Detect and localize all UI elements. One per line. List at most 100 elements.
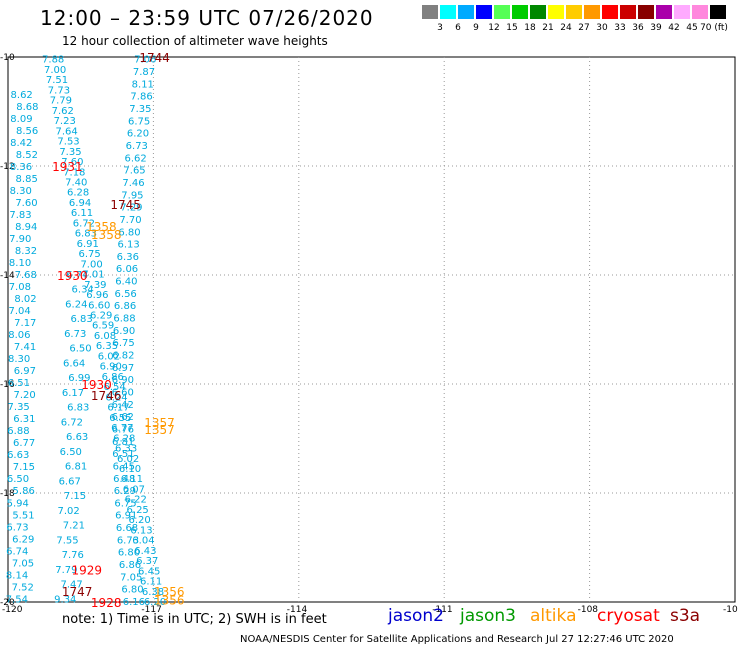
wave-height-value: 6.08 — [94, 331, 116, 342]
scale-label: 45 — [686, 23, 698, 33]
wave-height-value: 6.59 — [92, 321, 114, 332]
wave-height-value: 6.73 — [126, 141, 148, 152]
wave-height-value: 6.29 — [90, 311, 112, 322]
wave-height-value: 5.94 — [7, 498, 29, 509]
wave-height-value: 7.02 — [57, 506, 79, 517]
scale-swatch — [440, 5, 456, 19]
scale-label: 70 (ft) — [700, 23, 728, 33]
wave-height-value: 6.73 — [64, 329, 86, 340]
wave-height-value: 7.00 — [44, 65, 66, 76]
wave-height-value: 7.88 — [42, 55, 64, 66]
wave-height-value: 6.83 — [70, 314, 92, 325]
wave-height-value: 6.91 — [115, 511, 137, 522]
wave-height-value: 6.17 — [62, 388, 84, 399]
scale-label: 24 — [560, 23, 572, 33]
wave-height-value: 8.52 — [16, 150, 38, 161]
wave-height-value: 6.80 — [121, 585, 143, 596]
wave-height-value: 6.22 — [125, 495, 147, 506]
wave-height-value: 6.77 — [111, 423, 133, 434]
wave-height-value: 6.31 — [13, 414, 35, 425]
wave-height-value: 6.11 — [121, 474, 143, 485]
scale-label: 21 — [542, 23, 554, 33]
wave-height-value: 7.62 — [52, 106, 74, 117]
wave-height-value: 8.56 — [16, 126, 38, 137]
wave-height-value: 6.60 — [88, 300, 110, 311]
wave-height-value: 7.06 — [134, 55, 156, 66]
wave-height-value: 6.50 — [7, 474, 29, 485]
wave-height-value: 8.11 — [132, 79, 154, 90]
pass-time-label: 1928 — [91, 596, 122, 610]
pass-time-label: 1929 — [72, 563, 103, 577]
wave-height-value: 6.99 — [68, 373, 90, 384]
lon-tick-label: -114 — [287, 605, 308, 615]
lon-tick-label: -111 — [432, 605, 452, 615]
scale-label: 39 — [650, 23, 662, 33]
wave-height-value: 6.10 — [119, 464, 141, 475]
wave-height-value: 6.54 — [103, 382, 125, 393]
wave-height-value: 8.85 — [16, 174, 38, 185]
wave-height-value: 6.48 — [113, 474, 135, 485]
wave-height-value: 6.29 — [114, 486, 136, 497]
wave-height-value: 7.51 — [46, 75, 68, 86]
wave-height-value: 6.74 — [66, 270, 88, 281]
wave-height-value: 7.00 — [80, 259, 102, 270]
scale-label: 9 — [473, 23, 479, 33]
pass-time-label: 1744 — [139, 51, 170, 65]
wave-height-value: 6.20 — [128, 515, 150, 526]
wave-height-value: 6.81 — [65, 462, 87, 473]
wave-height-value: 6.97 — [112, 363, 134, 374]
wave-height-value: 8.06 — [8, 330, 30, 341]
wave-height-value: 7.21 — [63, 521, 85, 532]
pass-time-label: 1931 — [52, 160, 83, 174]
wave-height-value: 8.10 — [9, 258, 31, 269]
wave-height-value: 7.90 — [9, 234, 31, 245]
wave-height-value: 8.42 — [10, 138, 32, 149]
wave-height-value: 8.36 — [10, 162, 32, 173]
wave-height-value: 7.76 — [62, 550, 84, 561]
wave-height-value: 7.29 — [120, 203, 142, 214]
wave-height-value: 7.95 — [121, 190, 143, 201]
wave-height-value: 6.94 — [69, 198, 91, 209]
satellite-legend-jason3: jason3 — [460, 606, 516, 626]
scale-swatch — [422, 5, 438, 19]
wave-height-value: 6.90 — [112, 375, 134, 386]
wave-height-value: 6.28 — [67, 188, 89, 199]
wave-height-value: 6.38 — [142, 587, 164, 598]
wave-height-value: 6.86 — [102, 372, 124, 383]
wave-height-value: 7.79 — [55, 565, 77, 576]
wave-height-value: 7.40 — [65, 178, 87, 189]
scale-label: 30 — [596, 23, 608, 33]
wave-height-value: 6.11 — [71, 208, 93, 219]
wave-height-value: 6.07 — [123, 484, 145, 495]
wave-height-value: 5.86 — [13, 486, 35, 497]
pass-time-label: 1356 — [154, 585, 185, 599]
scale-swatch — [674, 5, 690, 19]
wave-height-value: 6.25 — [127, 505, 149, 516]
wave-height-value: 6.75 — [128, 116, 150, 127]
wave-height-value: 6.80 — [118, 548, 140, 559]
wave-height-value: 6.62 — [125, 153, 147, 164]
wave-height-value: 8.68 — [16, 102, 38, 113]
wave-height-value: 6.80 — [118, 227, 140, 238]
wave-height-value: 6.04 — [132, 536, 154, 547]
wave-height-value: 6.40 — [115, 277, 137, 288]
wave-height-value: 6.20 — [144, 597, 166, 608]
wave-height-value: 6.72 — [61, 417, 83, 428]
pass-time-label: 1357 — [144, 423, 175, 437]
wave-height-value: 6.86 — [119, 560, 141, 571]
wave-height-value: 6.88 — [7, 426, 29, 437]
wave-height-value: 6.74 — [6, 546, 28, 557]
wave-height-value: 8.09 — [10, 114, 32, 125]
wave-height-value: 7.15 — [64, 491, 86, 502]
scale-label: 12 — [488, 23, 500, 33]
wave-height-value: 7.23 — [54, 116, 76, 127]
scale-swatch — [548, 5, 564, 19]
wave-height-value: 6.75 — [79, 249, 101, 260]
wave-height-value: 6.37 — [136, 556, 158, 567]
wave-height-value: 6.63 — [7, 450, 29, 461]
wave-height-value: 7.60 — [15, 198, 37, 209]
scale-swatch — [566, 5, 582, 19]
wave-height-value: 7.52 — [12, 582, 34, 593]
scale-label: 18 — [524, 23, 536, 33]
wave-height-value: 6.96 — [86, 290, 108, 301]
